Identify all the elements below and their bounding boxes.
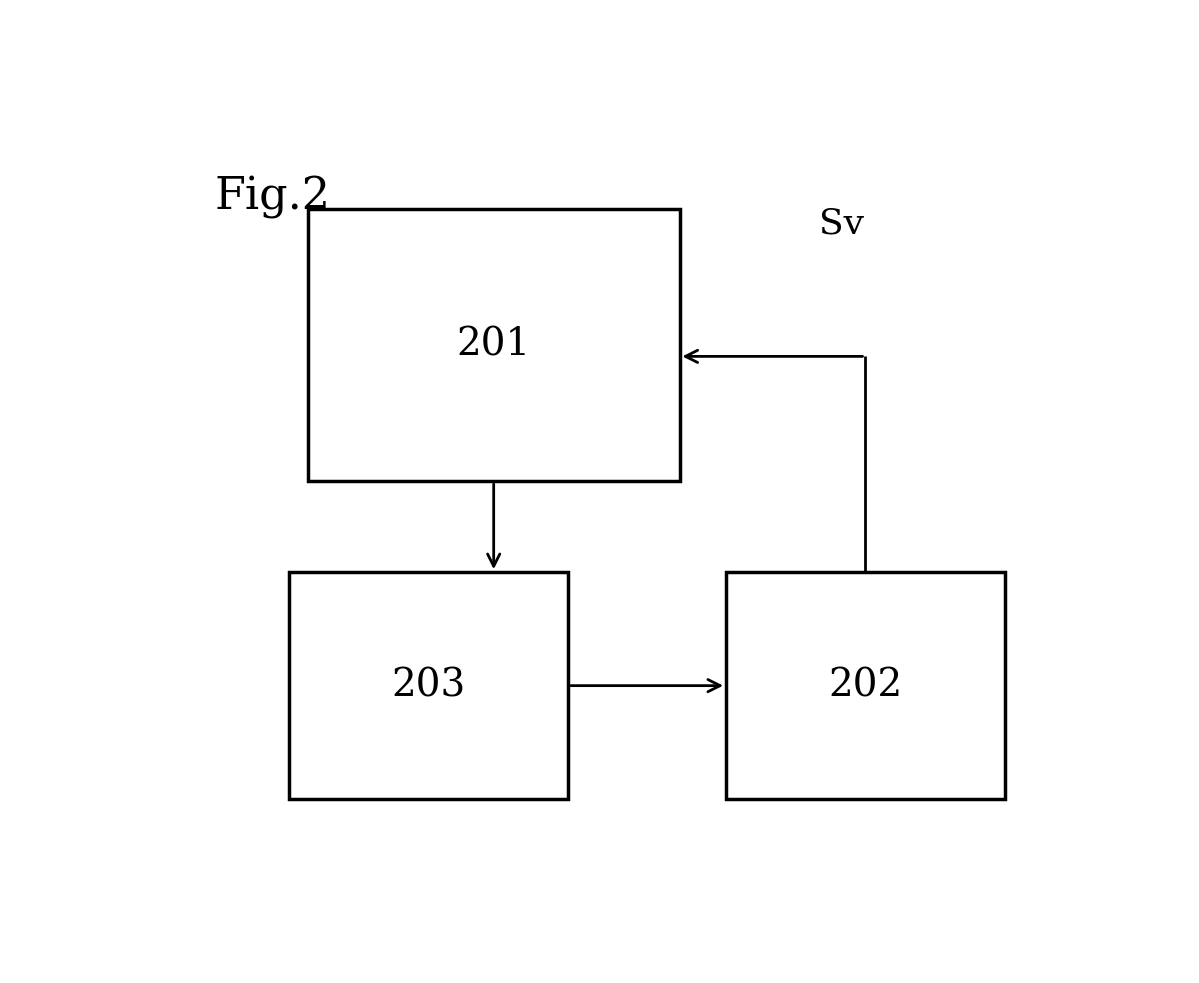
Text: Sv: Sv [819,207,864,241]
Text: 202: 202 [829,667,903,704]
Text: Fig.2: Fig.2 [215,176,331,219]
Text: 203: 203 [392,667,465,704]
Text: 201: 201 [457,326,531,364]
Bar [308,208,680,482]
Bar [727,572,1005,799]
Bar [289,572,568,799]
